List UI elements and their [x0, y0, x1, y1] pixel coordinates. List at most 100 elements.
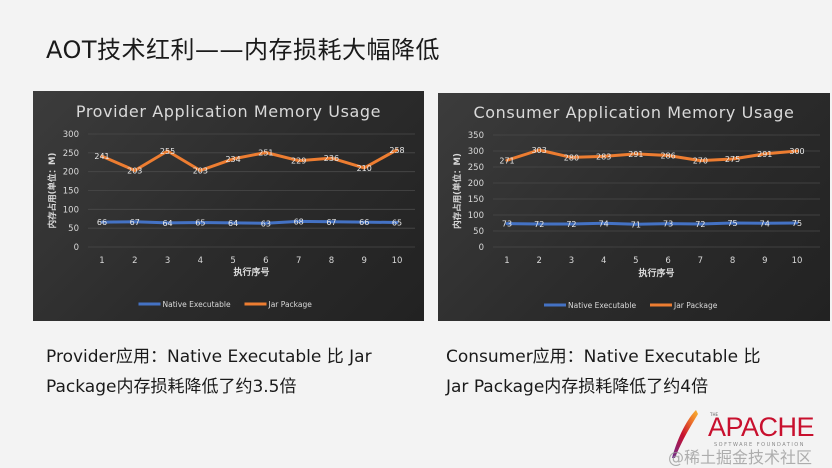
x-tick-label: 7 — [698, 256, 703, 266]
y-tick-label: 50 — [473, 227, 484, 237]
data-label: 271 — [499, 156, 514, 165]
data-label: 65 — [392, 219, 402, 228]
data-label: 74 — [599, 219, 609, 228]
y-tick-label: 250 — [468, 163, 484, 173]
provider-caption-line1: Provider应用：Native Executable 比 Jar — [46, 347, 372, 367]
data-label: 64 — [162, 219, 172, 228]
legend-label: Native Executable — [568, 301, 636, 310]
x-axis-title: 执行序号 — [233, 266, 269, 278]
chart-title: Provider Application Memory Usage — [76, 102, 381, 121]
data-label: 258 — [389, 146, 404, 155]
data-label: 234 — [225, 155, 240, 164]
data-label: 280 — [564, 153, 579, 162]
y-tick-label: 200 — [63, 168, 79, 178]
data-label: 275 — [725, 155, 740, 164]
chart-title: Consumer Application Memory Usage — [474, 103, 795, 122]
legend-label: Jar Package — [673, 301, 718, 310]
y-tick-label: 300 — [468, 147, 484, 157]
provider-caption: Provider应用：Native Executable 比 Jar Packa… — [46, 342, 372, 402]
data-label: 67 — [326, 218, 336, 227]
data-label: 74 — [760, 219, 770, 228]
y-tick-label: 350 — [468, 131, 484, 141]
consumer-caption: Consumer应用：Native Executable 比 Jar Packa… — [446, 342, 760, 402]
x-tick-label: 8 — [730, 256, 735, 266]
x-tick-label: 3 — [165, 256, 170, 266]
x-tick-label: 9 — [762, 256, 767, 266]
apache-feather-icon — [672, 410, 698, 458]
data-label: 236 — [324, 154, 339, 163]
x-tick-label: 10 — [792, 256, 803, 266]
x-tick-label: 1 — [504, 256, 509, 266]
y-tick-label: 150 — [63, 187, 79, 197]
consumer-caption-line1: Consumer应用：Native Executable 比 — [446, 347, 761, 367]
provider-caption-line2: Package内存损耗降低了约3.5倍 — [46, 377, 297, 397]
data-label: 270 — [693, 157, 708, 166]
chart-svg: Consumer Application Memory Usage 0 50 100 1… — [452, 103, 820, 310]
data-label: 71 — [631, 220, 641, 229]
x-tick-label: 2 — [537, 256, 542, 266]
data-label: 72 — [566, 220, 576, 229]
x-tick-label: 3 — [569, 256, 574, 266]
y-tick-label: 200 — [468, 179, 484, 189]
x-tick-label: 5 — [633, 256, 638, 266]
x-tick-label: 9 — [362, 256, 367, 266]
y-tick-label: 100 — [63, 205, 79, 215]
x-tick-label: 10 — [392, 256, 403, 266]
x-tick-label: 4 — [198, 256, 203, 266]
y-tick-label: 50 — [68, 224, 79, 234]
data-label: 229 — [291, 157, 306, 166]
data-label: 67 — [130, 218, 140, 227]
y-tick-label: 150 — [468, 195, 484, 205]
data-label: 75 — [727, 219, 737, 228]
y-tick-label: 250 — [63, 149, 79, 159]
data-label: 203 — [193, 167, 208, 176]
data-label: 203 — [127, 167, 142, 176]
legend-label: Native Executable — [163, 300, 231, 309]
y-tick-label: 0 — [74, 243, 79, 253]
data-label: 241 — [94, 152, 109, 161]
native-executable-line — [505, 221, 799, 226]
data-label: 286 — [660, 151, 675, 160]
native-executable-line — [100, 219, 399, 225]
chart-svg: Provider Application Memory Usage 0 50 100 1… — [47, 102, 415, 309]
provider-memory-chart: Provider Application Memory Usage 0 50 100 1… — [33, 91, 424, 321]
data-label: 255 — [160, 147, 175, 156]
legend-label: Jar Package — [268, 300, 313, 309]
jar-package-line — [100, 148, 399, 172]
y-axis-title: 内存占用(单位：M) — [47, 153, 58, 229]
data-label: 66 — [97, 218, 107, 227]
consumer-memory-chart: Consumer Application Memory Usage 0 50 100 1… — [438, 93, 830, 321]
x-tick-label: 5 — [230, 256, 235, 266]
data-label: 303 — [532, 146, 547, 155]
jar-package-line — [505, 148, 799, 163]
data-label: 66 — [359, 218, 369, 227]
data-label: 73 — [663, 220, 673, 229]
x-tick-label: 8 — [329, 256, 334, 266]
apache-subtitle: SOFTWARE FOUNDATION — [714, 442, 805, 448]
data-label: 63 — [261, 219, 271, 228]
data-label: 65 — [195, 219, 205, 228]
data-label: 64 — [228, 219, 238, 228]
data-label: 251 — [258, 148, 273, 157]
data-label: 72 — [534, 220, 544, 229]
apache-logo: THE APACHE SOFTWARE FOUNDATION @稀土掘金技术社区 — [660, 408, 830, 467]
y-tick-label: 100 — [468, 211, 484, 221]
juejin-watermark: @稀土掘金技术社区 — [668, 448, 813, 467]
x-axis-title: 执行序号 — [638, 267, 674, 279]
x-tick-label: 4 — [601, 256, 606, 266]
data-label: 283 — [596, 152, 611, 161]
y-tick-label: 300 — [63, 130, 79, 140]
x-tick-label: 1 — [99, 256, 104, 266]
data-label: 68 — [294, 217, 304, 226]
data-label: 291 — [628, 150, 643, 159]
consumer-caption-line2: Jar Package内存损耗降低了约4倍 — [446, 377, 709, 397]
y-axis-title: 内存占用(单位：M) — [452, 153, 463, 229]
apache-the-label: THE — [710, 412, 718, 417]
data-label: 210 — [357, 164, 372, 173]
data-label: 72 — [695, 220, 705, 229]
y-tick-label: 0 — [479, 243, 484, 253]
x-tick-label: 6 — [665, 256, 670, 266]
data-label: 75 — [792, 219, 802, 228]
x-tick-label: 2 — [132, 256, 137, 266]
x-tick-label: 6 — [263, 256, 268, 266]
